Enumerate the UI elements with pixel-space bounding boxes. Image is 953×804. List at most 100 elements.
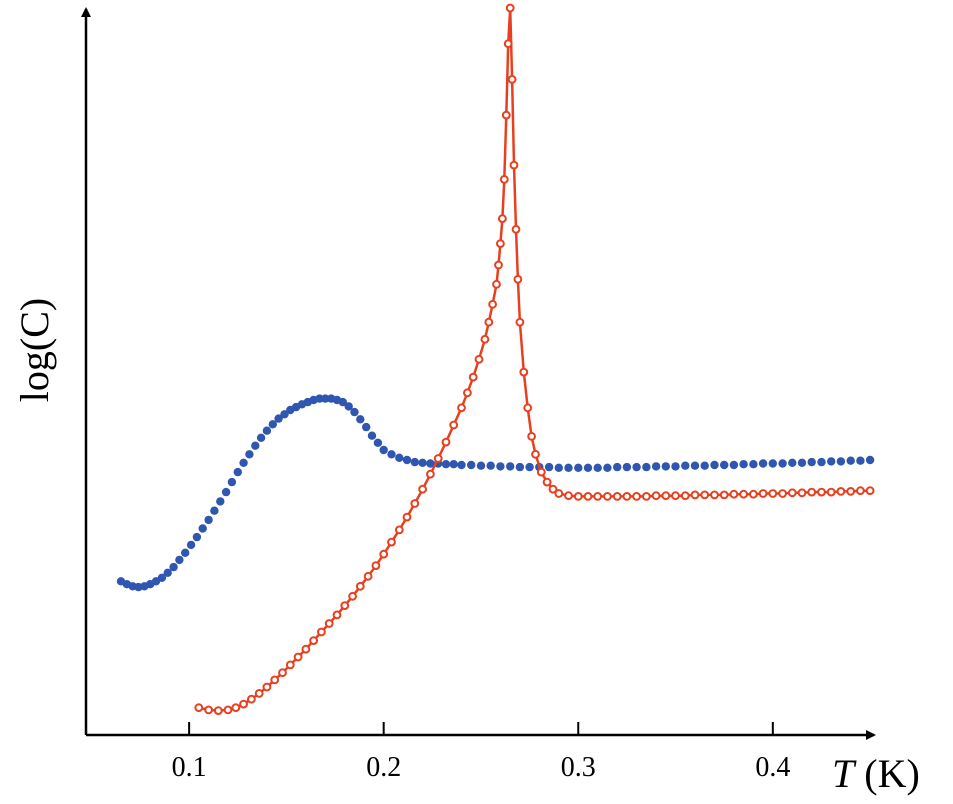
data-point — [363, 571, 373, 581]
data-point — [373, 438, 383, 447]
data-point — [739, 460, 748, 469]
data-point — [505, 3, 515, 13]
x-axis-var: T — [832, 751, 857, 796]
data-point — [449, 460, 458, 469]
data-point — [488, 299, 498, 309]
data-point — [827, 457, 836, 466]
data-point — [463, 388, 472, 398]
data-point — [227, 477, 237, 487]
data-point — [642, 462, 651, 472]
data-point — [681, 461, 690, 470]
data-point — [387, 450, 396, 459]
data-point — [344, 402, 353, 411]
x-axis-title: T (K) — [832, 751, 920, 796]
data-point — [356, 415, 365, 424]
data-point — [350, 407, 359, 417]
data-point — [574, 463, 583, 472]
data-point — [509, 160, 519, 170]
data-point — [661, 462, 670, 471]
data-point — [293, 652, 303, 662]
data-point — [239, 458, 248, 467]
data-point — [317, 627, 326, 637]
data-point — [433, 454, 443, 463]
data-point — [797, 458, 807, 467]
data-point — [603, 463, 612, 472]
data-point — [700, 461, 709, 470]
data-point — [441, 460, 451, 469]
data-point — [622, 462, 632, 472]
data-point — [632, 492, 641, 501]
data-point — [262, 682, 272, 692]
data-point — [467, 460, 476, 470]
data-point — [720, 460, 729, 470]
data-point — [513, 274, 523, 284]
data-point — [542, 477, 552, 487]
data-point — [817, 457, 826, 467]
data-point — [846, 487, 856, 496]
data-point — [449, 420, 459, 430]
data-point — [355, 581, 365, 591]
data-point — [499, 175, 509, 184]
x-ticks: 0.1 0.2 0.3 0.4 — [172, 722, 790, 783]
data-point — [788, 458, 797, 467]
data-point — [256, 433, 266, 442]
data-point — [426, 469, 435, 479]
data-point — [527, 432, 536, 441]
data-point — [536, 467, 546, 477]
data-point — [787, 488, 797, 498]
data-point — [690, 461, 700, 470]
data-point — [270, 675, 280, 685]
data-point — [338, 397, 347, 407]
data-point — [583, 492, 593, 501]
data-point — [583, 463, 593, 472]
data-point — [856, 486, 865, 496]
data-point — [778, 459, 787, 468]
data-point — [651, 491, 661, 501]
data-point — [531, 449, 540, 459]
data-point — [239, 699, 249, 709]
data-point — [749, 489, 758, 499]
data-point — [204, 515, 213, 525]
data-point — [157, 573, 167, 582]
data-point — [379, 445, 388, 455]
data-point — [274, 414, 283, 423]
data-point — [254, 689, 264, 698]
data-point — [680, 491, 690, 501]
data-point — [387, 537, 396, 547]
data-point — [758, 489, 768, 498]
data-point — [768, 489, 778, 498]
data-point — [309, 636, 319, 645]
data-point — [410, 457, 419, 467]
data-point — [544, 462, 554, 472]
data-point — [321, 394, 330, 403]
data-point — [651, 462, 661, 471]
data-point — [729, 489, 739, 499]
data-point — [210, 506, 219, 515]
data-point — [233, 467, 242, 477]
data-point — [797, 488, 807, 498]
data-point — [515, 462, 525, 472]
data-point — [700, 490, 710, 500]
data-point — [457, 460, 466, 470]
data-point — [593, 463, 602, 472]
data-point — [494, 260, 503, 270]
data-point — [523, 403, 533, 413]
data-point — [324, 619, 334, 628]
data-point — [280, 410, 289, 419]
data-point — [564, 491, 573, 501]
x-tick-label: 0.2 — [366, 752, 401, 783]
data-point — [340, 601, 350, 610]
data-point — [198, 524, 207, 533]
data-point — [410, 499, 420, 508]
data-point — [402, 455, 412, 465]
data-point — [367, 431, 377, 440]
data-point — [632, 462, 641, 472]
data-point — [175, 555, 184, 565]
data-point — [315, 394, 324, 403]
data-point — [285, 660, 295, 670]
data-point — [301, 644, 311, 654]
data-point — [519, 367, 529, 377]
data-point — [671, 491, 680, 501]
data-point — [612, 492, 622, 501]
